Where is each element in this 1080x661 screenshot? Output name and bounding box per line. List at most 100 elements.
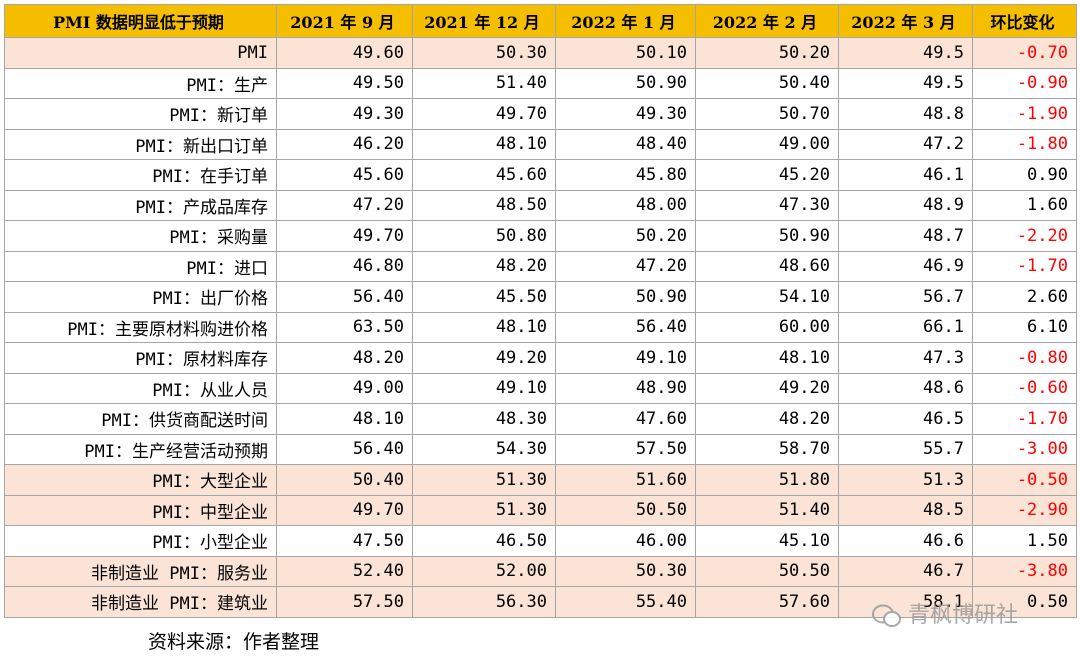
data-cell: 50.50 [695, 555, 839, 587]
data-cell: 49.30 [555, 98, 696, 130]
data-cell: 48.9 [838, 189, 973, 221]
row-label: PMI：主要原材料购进价格 [4, 311, 277, 343]
row-label: PMI：原材料库存 [4, 342, 277, 374]
data-cell: -3.00 [972, 433, 1077, 465]
data-cell: 54.30 [412, 433, 556, 465]
data-cell: 49.50 [276, 67, 413, 99]
data-cell: 47.60 [555, 403, 696, 435]
watermark-icon [872, 604, 901, 627]
data-cell: -0.60 [972, 372, 1077, 404]
data-cell: 46.9 [838, 250, 973, 282]
table-row: PMI：产成品库存 47.20 48.50 48.00 47.30 48.9 1.60 [4, 189, 1077, 221]
data-cell: 50.90 [695, 220, 839, 252]
data-cell: 51.40 [695, 494, 839, 526]
data-cell: 66.1 [838, 311, 973, 343]
header-cell: PMI 数据明显低于预期 [4, 4, 277, 38]
data-cell: -2.20 [972, 220, 1077, 252]
row-label: PMI：产成品库存 [4, 189, 277, 221]
data-cell: 45.50 [412, 281, 556, 313]
data-cell: 52.00 [412, 555, 556, 587]
table-row: PMI：主要原材料购进价格 63.50 48.10 56.40 60.00 66.1 6.1… [4, 311, 1077, 343]
data-cell: 46.5 [838, 403, 973, 435]
data-cell: 57.50 [555, 433, 696, 465]
data-cell: 63.50 [276, 311, 413, 343]
data-cell: 48.00 [555, 189, 696, 221]
data-cell: -0.50 [972, 464, 1077, 496]
data-cell: 0.90 [972, 159, 1077, 191]
table-row: PMI：出厂价格 56.40 45.50 50.90 54.10 56.7 2.60 [4, 281, 1077, 313]
data-cell: 45.80 [555, 159, 696, 191]
data-cell: 51.60 [555, 464, 696, 496]
data-cell: 50.80 [412, 220, 556, 252]
table-body: PMI 49.60 50.30 50.10 50.20 49.5 -0.70 PMI：生产 49… [4, 37, 1077, 618]
row-label: 非制造业 PMI：建筑业 [4, 586, 277, 618]
data-cell: 46.20 [276, 128, 413, 160]
table-row: PMI：进口 46.80 48.20 47.20 48.60 46.9 -1.70 [4, 250, 1077, 282]
data-cell: 49.5 [838, 37, 973, 69]
data-cell: 56.30 [412, 586, 556, 618]
row-label: PMI：新出口订单 [4, 128, 277, 160]
data-cell: 47.3 [838, 342, 973, 374]
table-row: PMI：在手订单 45.60 45.60 45.80 45.20 46.1 0.90 [4, 159, 1077, 191]
data-cell: 56.40 [276, 281, 413, 313]
row-label: PMI：中型企业 [4, 494, 277, 526]
data-cell: 57.60 [695, 586, 839, 618]
data-cell: 48.20 [695, 403, 839, 435]
data-cell: 47.20 [276, 189, 413, 221]
data-table: PMI 数据明显低于预期 2021 年 9 月 2021 年 12 月 2022 年 … [4, 4, 1077, 618]
data-cell: -1.70 [972, 403, 1077, 435]
data-cell: 48.7 [838, 220, 973, 252]
header-cell: 2022 年 2 月 [695, 4, 839, 38]
table-row: PMI：原材料库存 48.20 49.20 49.10 48.10 47.3 -0.80 [4, 342, 1077, 374]
header-cell: 2022 年 1 月 [555, 4, 696, 38]
data-cell: 49.70 [276, 494, 413, 526]
row-label: PMI：生产 [4, 67, 277, 99]
data-cell: 51.40 [412, 67, 556, 99]
data-cell: -1.80 [972, 128, 1077, 160]
row-label: PMI：从业人员 [4, 372, 277, 404]
data-cell: 46.80 [276, 250, 413, 282]
data-cell: 48.5 [838, 494, 973, 526]
data-cell: -0.80 [972, 342, 1077, 374]
data-cell: 48.6 [838, 372, 973, 404]
data-cell: 48.90 [555, 372, 696, 404]
data-cell: 46.6 [838, 525, 973, 557]
data-cell: 56.40 [555, 311, 696, 343]
data-cell: 46.1 [838, 159, 973, 191]
row-label: PMI：采购量 [4, 220, 277, 252]
table-row: PMI：供货商配送时间 48.10 48.30 47.60 48.20 46.5 -1.70 [4, 403, 1077, 435]
data-cell: 0.50 [972, 586, 1077, 618]
data-cell: 49.20 [695, 372, 839, 404]
data-cell: 48.50 [412, 189, 556, 221]
data-cell: 48.8 [838, 98, 973, 130]
table-row: PMI：新订单 49.30 49.70 49.30 50.70 48.8 -1.90 [4, 98, 1077, 130]
data-cell: 50.90 [555, 281, 696, 313]
data-cell: -0.70 [972, 37, 1077, 69]
data-cell: 50.20 [555, 220, 696, 252]
data-cell: 55.7 [838, 433, 973, 465]
header-cell: 环比变化 [972, 4, 1077, 38]
table-row: 非制造业 PMI：建筑业 57.50 56.30 55.40 57.60 58.1 0.50 [4, 586, 1077, 618]
data-cell: 48.10 [412, 311, 556, 343]
data-cell: 49.00 [276, 372, 413, 404]
data-cell: 50.40 [695, 67, 839, 99]
data-cell: 1.50 [972, 525, 1077, 557]
header-cell: 2021 年 12 月 [412, 4, 556, 38]
data-cell: 56.7 [838, 281, 973, 313]
data-cell: 45.10 [695, 525, 839, 557]
data-cell: 51.3 [838, 464, 973, 496]
table-row: PMI：采购量 49.70 50.80 50.20 50.90 48.7 -2.20 [4, 220, 1077, 252]
data-cell: 55.40 [555, 586, 696, 618]
watermark: 青枫博研社 [872, 597, 1018, 629]
data-cell: 46.50 [412, 525, 556, 557]
data-cell: 50.40 [276, 464, 413, 496]
data-cell: 57.50 [276, 586, 413, 618]
row-label: PMI：出厂价格 [4, 281, 277, 313]
data-cell: 58.70 [695, 433, 839, 465]
data-cell: 45.60 [276, 159, 413, 191]
data-cell: 46.00 [555, 525, 696, 557]
table-row: PMI：生产 49.50 51.40 50.90 50.40 49.5 -0.90 [4, 67, 1077, 99]
data-cell: 2.60 [972, 281, 1077, 313]
header-row: PMI 数据明显低于预期 2021 年 9 月 2021 年 12 月 2022 年 … [4, 4, 1077, 38]
